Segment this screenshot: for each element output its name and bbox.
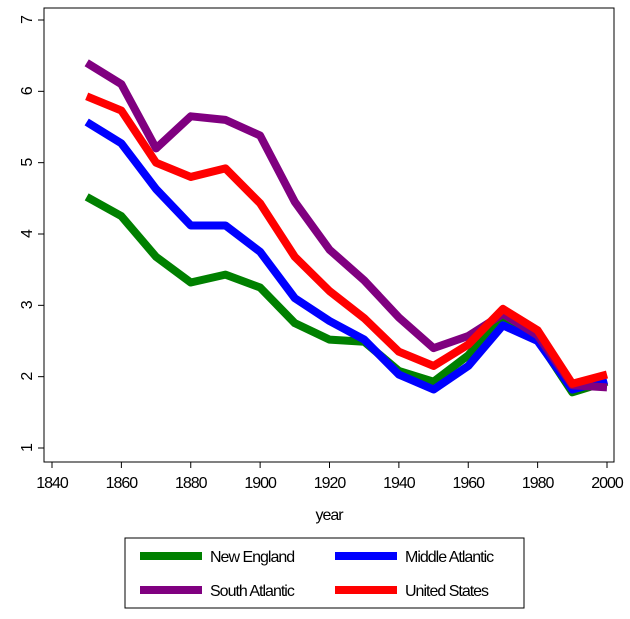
x-tick-label: 1880: [175, 475, 208, 492]
x-tick-label: 1840: [36, 475, 69, 492]
legend-label: United States: [405, 583, 489, 600]
y-tick-label: 3: [19, 300, 36, 309]
legend-label: New England: [210, 549, 294, 566]
series-line: [84, 59, 608, 392]
legend-label: Middle Atlantic: [405, 549, 494, 566]
x-tick-label: 1860: [106, 475, 139, 492]
y-tick-label: 7: [19, 15, 36, 24]
x-tick-label: 1920: [314, 475, 347, 492]
x-axis-label: year: [315, 507, 344, 524]
plot-frame: [43, 7, 615, 463]
y-tick-label: 1: [19, 443, 36, 452]
x-tick-label: 2000: [591, 475, 624, 492]
y-tick-label: 2: [19, 372, 36, 381]
legend-box: [124, 537, 525, 609]
x-tick-label: 1940: [383, 475, 416, 492]
series-line: [84, 118, 609, 394]
series-line: [84, 193, 609, 397]
x-tick-label: 1980: [522, 475, 555, 492]
y-tick-label: 5: [19, 158, 36, 167]
x-tick-label: 1960: [452, 475, 485, 492]
y-tick-label: 4: [19, 229, 36, 238]
y-tick-label: 6: [19, 86, 36, 95]
legend-label: South Atlantic: [210, 583, 295, 600]
series-line: [85, 92, 609, 388]
x-tick-label: 1900: [244, 475, 277, 492]
